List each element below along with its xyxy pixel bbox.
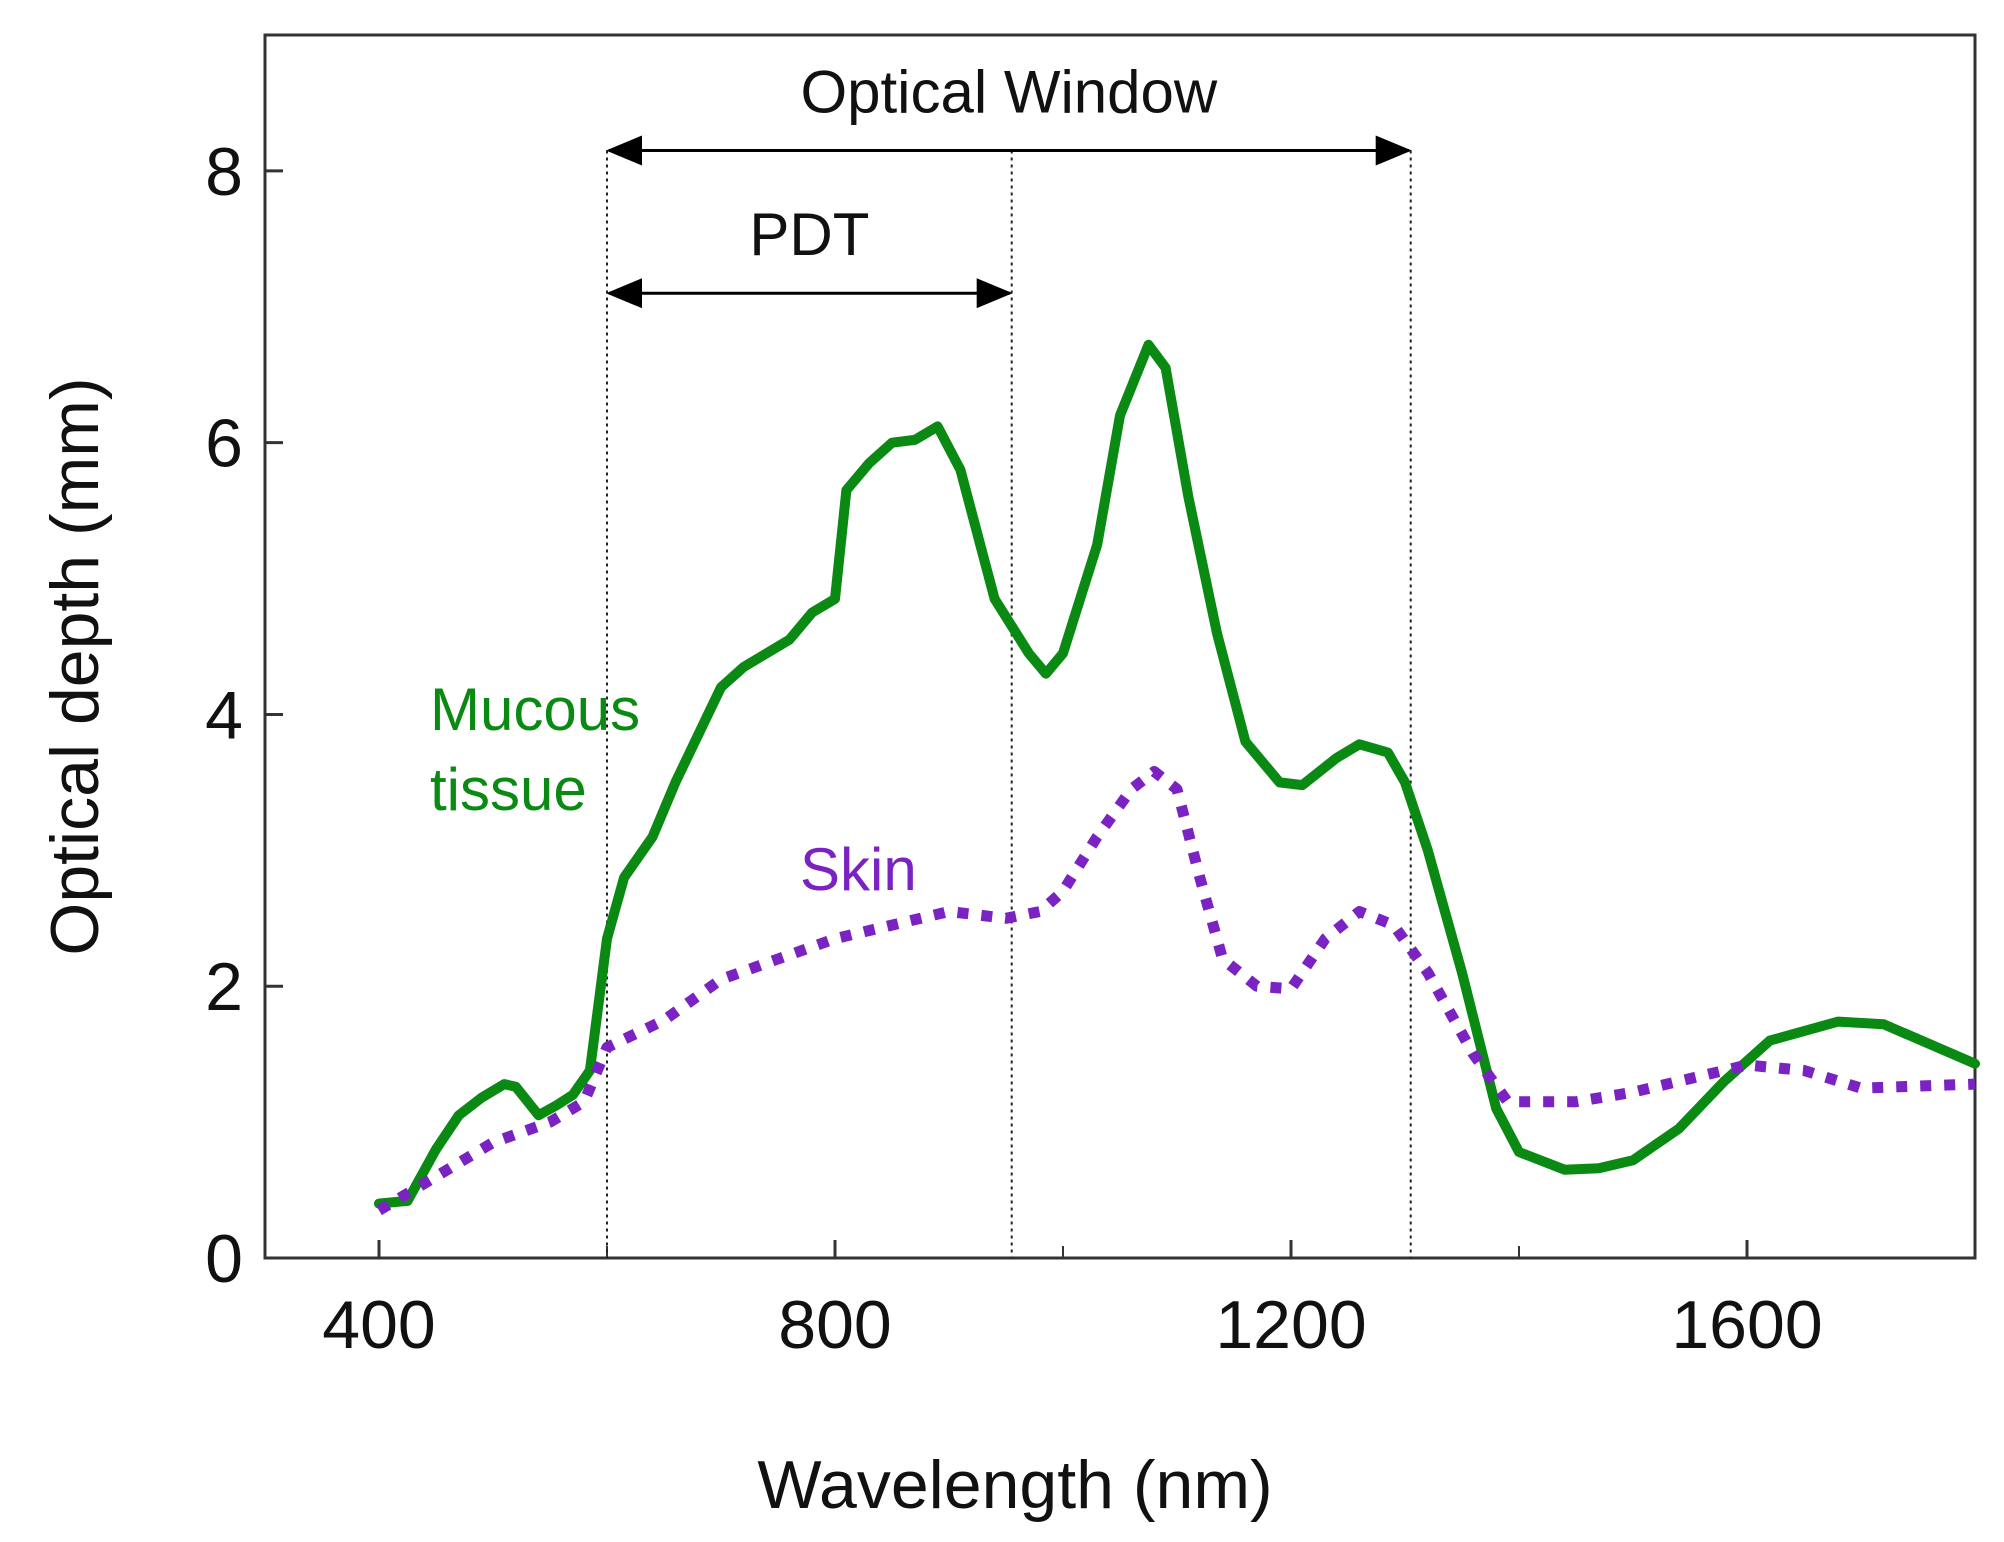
plot-frame <box>263 33 1977 1260</box>
x-axis-label: Wavelength (nm) <box>757 1447 1272 1523</box>
annotation-label-0: Optical Window <box>800 59 1217 126</box>
series-line-skin <box>376 766 1976 1216</box>
series-line-mucous-tissue <box>374 339 1980 1209</box>
x-tick-label-800: 800 <box>778 1287 891 1363</box>
series-label-1: Skin <box>800 836 917 903</box>
y-tick-label-6: 6 <box>205 406 243 482</box>
y-axis-label: Optical depth (mm) <box>37 377 113 955</box>
series-label-0: Mucous tissue <box>430 676 640 823</box>
series-label-line: tissue <box>430 756 587 823</box>
series-label-line: Skin <box>800 836 917 903</box>
x-tick-label-1600: 1600 <box>1671 1287 1822 1363</box>
y-tick-label-8: 8 <box>205 134 243 210</box>
y-tick-label-2: 2 <box>205 949 243 1025</box>
x-tick-label-1200: 1200 <box>1215 1287 1366 1363</box>
series-label-line: Mucous <box>430 676 640 743</box>
annotation-label-1: PDT <box>749 201 869 268</box>
y-tick-label-4: 4 <box>205 677 243 753</box>
y-tick-label-0: 0 <box>205 1221 243 1297</box>
x-tick-label-400: 400 <box>322 1287 435 1363</box>
